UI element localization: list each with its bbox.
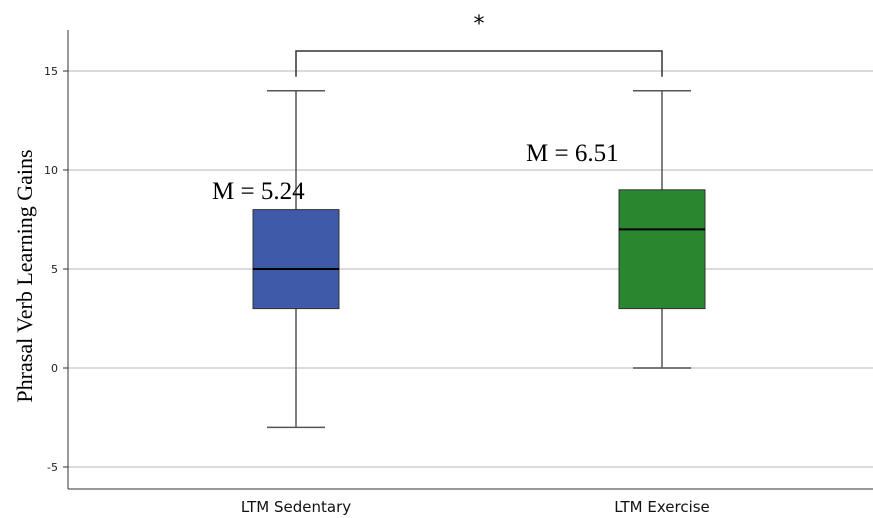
y-tick-label: 0 bbox=[51, 362, 58, 375]
iqr-box bbox=[618, 189, 706, 310]
iqr-box bbox=[252, 209, 340, 310]
y-tick-label: 10 bbox=[44, 164, 58, 177]
y-axis-label: Phrasal Verb Learning Gains bbox=[12, 149, 37, 402]
significance-bracket: * bbox=[295, 12, 663, 77]
category-labels: LTM Sedentary LTM Exercise bbox=[241, 498, 710, 516]
box-1: M = 5.24 bbox=[212, 90, 340, 429]
mean-label: M = 6.51 bbox=[526, 140, 619, 167]
boxes: M = 5.24 M = 6.51 bbox=[212, 90, 706, 429]
y-tick-labels: 15 10 5 0 -5 bbox=[44, 65, 58, 474]
y-tick-label: 15 bbox=[44, 65, 58, 78]
y-tick-label: -5 bbox=[47, 461, 58, 474]
gridlines bbox=[63, 70, 873, 468]
category-label: LTM Sedentary bbox=[241, 498, 351, 516]
significance-star: * bbox=[474, 12, 485, 37]
y-tick-label: 5 bbox=[51, 263, 58, 276]
significance-bracket-line bbox=[295, 50, 663, 77]
axes bbox=[67, 30, 873, 490]
box-2: M = 6.51 bbox=[526, 90, 706, 369]
mean-label: M = 5.24 bbox=[212, 178, 305, 205]
category-label: LTM Exercise bbox=[614, 498, 710, 516]
